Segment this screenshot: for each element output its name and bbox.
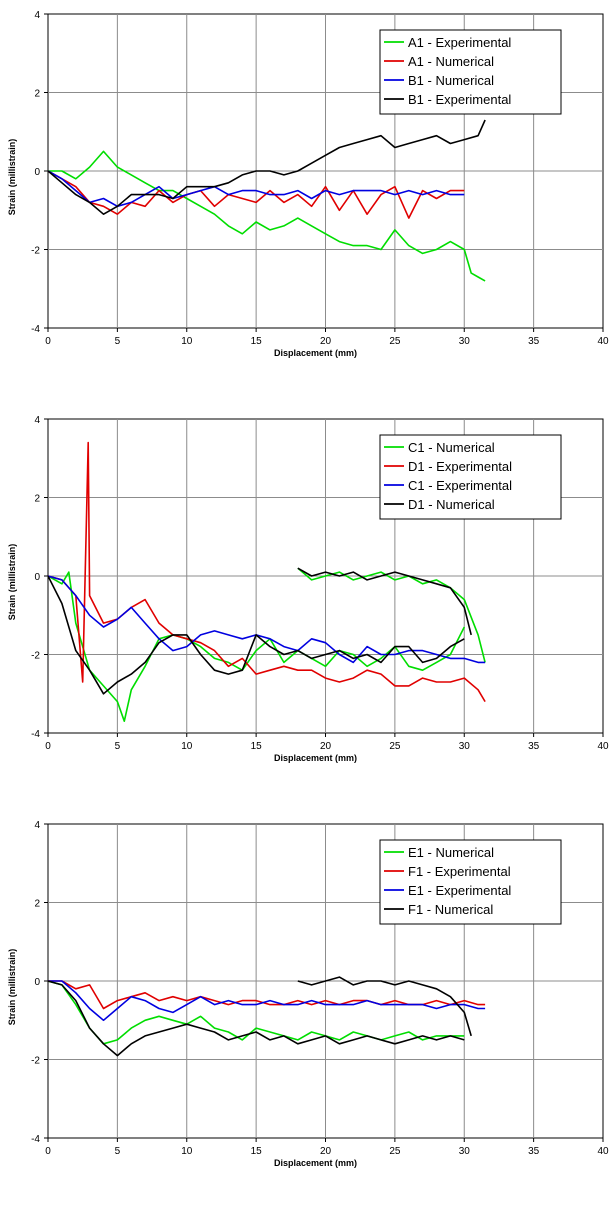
y-tick-label: 2 bbox=[34, 899, 40, 910]
legend-label: C1 - Numerical bbox=[408, 440, 495, 455]
legend-label: A1 - Experimental bbox=[408, 35, 511, 50]
chart-bottom: 0 5 10 15 20 25 30 35 40 4 2 0 -2 -4 Displacement (mm)… bbox=[0, 810, 611, 1210]
series-line bbox=[48, 980, 465, 1045]
legend: E1 - Numerical F1 - Experimental E1 - Expe… bbox=[379, 839, 562, 925]
x-axis-title: Displacement (mm) bbox=[274, 348, 357, 358]
legend: A1 - Experimental A1 - Numerical B1 - Nume… bbox=[379, 29, 562, 115]
y-tick-label: 0 bbox=[34, 977, 40, 988]
legend-label: E1 - Numerical bbox=[408, 845, 494, 860]
series-line bbox=[48, 980, 465, 1057]
x-tick-label: 35 bbox=[528, 336, 540, 347]
y-axis-title: Strain (millistrain) bbox=[7, 139, 17, 216]
legend: C1 - Numerical D1 - Experimental C1 - Expe… bbox=[379, 434, 562, 520]
legend-box bbox=[379, 29, 562, 115]
series-group bbox=[48, 119, 486, 282]
legend-label: E1 - Experimental bbox=[408, 883, 511, 898]
x-tick-label: 30 bbox=[459, 741, 471, 752]
x-tick-label: 20 bbox=[320, 1146, 332, 1157]
x-tick-label: 10 bbox=[181, 741, 193, 752]
legend-label: C1 - Experimental bbox=[408, 478, 512, 493]
x-axis-title: Displacement (mm) bbox=[274, 1158, 357, 1168]
series-line bbox=[48, 575, 465, 695]
series-line bbox=[48, 170, 465, 219]
x-tick-label: 30 bbox=[459, 1146, 471, 1157]
legend-box bbox=[379, 839, 562, 925]
x-tick-label: 25 bbox=[389, 1146, 401, 1157]
chart-middle: 0 5 10 15 20 25 30 35 40 4 2 0 -2 -4 Displacement (mm)… bbox=[0, 405, 611, 805]
series-line bbox=[48, 441, 486, 703]
y-tick-label: 4 bbox=[34, 415, 40, 426]
legend-label: A1 - Numerical bbox=[408, 54, 494, 69]
x-tick-label: 35 bbox=[528, 1146, 540, 1157]
y-tick-label: -2 bbox=[31, 246, 40, 257]
legend-box bbox=[379, 434, 562, 520]
series-line bbox=[297, 567, 486, 663]
x-tick-label: 10 bbox=[181, 336, 193, 347]
x-tick-label: 40 bbox=[597, 336, 609, 347]
series-line bbox=[48, 980, 486, 1022]
y-axis-title: Strain (millistrain) bbox=[7, 949, 17, 1026]
legend-label: B1 - Numerical bbox=[408, 73, 494, 88]
x-tick-label: 40 bbox=[597, 1146, 609, 1157]
series-group bbox=[48, 976, 486, 1057]
x-tick-label: 5 bbox=[115, 741, 121, 752]
x-tick-label: 15 bbox=[251, 336, 263, 347]
x-tick-label: 10 bbox=[181, 1146, 193, 1157]
y-tick-label: 2 bbox=[34, 494, 40, 505]
series-line bbox=[48, 575, 486, 664]
x-tick-label: 25 bbox=[389, 336, 401, 347]
y-tick-label: 4 bbox=[34, 820, 40, 831]
y-tick-label: 2 bbox=[34, 89, 40, 100]
legend-label: D1 - Experimental bbox=[408, 459, 512, 474]
x-tick-label: 25 bbox=[389, 741, 401, 752]
x-tick-label: 20 bbox=[320, 336, 332, 347]
series-line bbox=[297, 567, 472, 636]
y-tick-label: 0 bbox=[34, 167, 40, 178]
x-tick-label: 15 bbox=[251, 741, 263, 752]
series-line bbox=[297, 976, 472, 1037]
x-tick-label: 5 bbox=[115, 1146, 121, 1157]
y-tick-label: -4 bbox=[31, 729, 40, 740]
y-tick-label: 0 bbox=[34, 572, 40, 583]
legend-label: B1 - Experimental bbox=[408, 92, 511, 107]
x-tick-label: 15 bbox=[251, 1146, 263, 1157]
y-tick-label: -2 bbox=[31, 1056, 40, 1067]
x-tick-label: 20 bbox=[320, 741, 332, 752]
x-tick-label: 0 bbox=[45, 741, 51, 752]
x-tick-label: 0 bbox=[45, 336, 51, 347]
legend-label: D1 - Numerical bbox=[408, 497, 495, 512]
x-tick-label: 0 bbox=[45, 1146, 51, 1157]
series-group bbox=[48, 441, 486, 722]
series-line bbox=[48, 150, 486, 282]
chart-top: 0 5 10 15 20 25 30 35 40 4 2 0 -2 -4 Displacement (mm)… bbox=[0, 0, 611, 400]
x-tick-label: 40 bbox=[597, 741, 609, 752]
y-axis-title: Strain (millistrain) bbox=[7, 544, 17, 621]
x-tick-label: 35 bbox=[528, 741, 540, 752]
series-line bbox=[48, 119, 486, 215]
x-axis-title: Displacement (mm) bbox=[274, 753, 357, 763]
y-tick-label: -4 bbox=[31, 1134, 40, 1145]
legend-label: F1 - Experimental bbox=[408, 864, 511, 879]
x-tick-label: 5 bbox=[115, 336, 121, 347]
y-tick-label: 4 bbox=[34, 10, 40, 21]
x-tick-label: 30 bbox=[459, 336, 471, 347]
y-tick-label: -2 bbox=[31, 651, 40, 662]
y-tick-label: -4 bbox=[31, 324, 40, 335]
legend-label: F1 - Numerical bbox=[408, 902, 493, 917]
